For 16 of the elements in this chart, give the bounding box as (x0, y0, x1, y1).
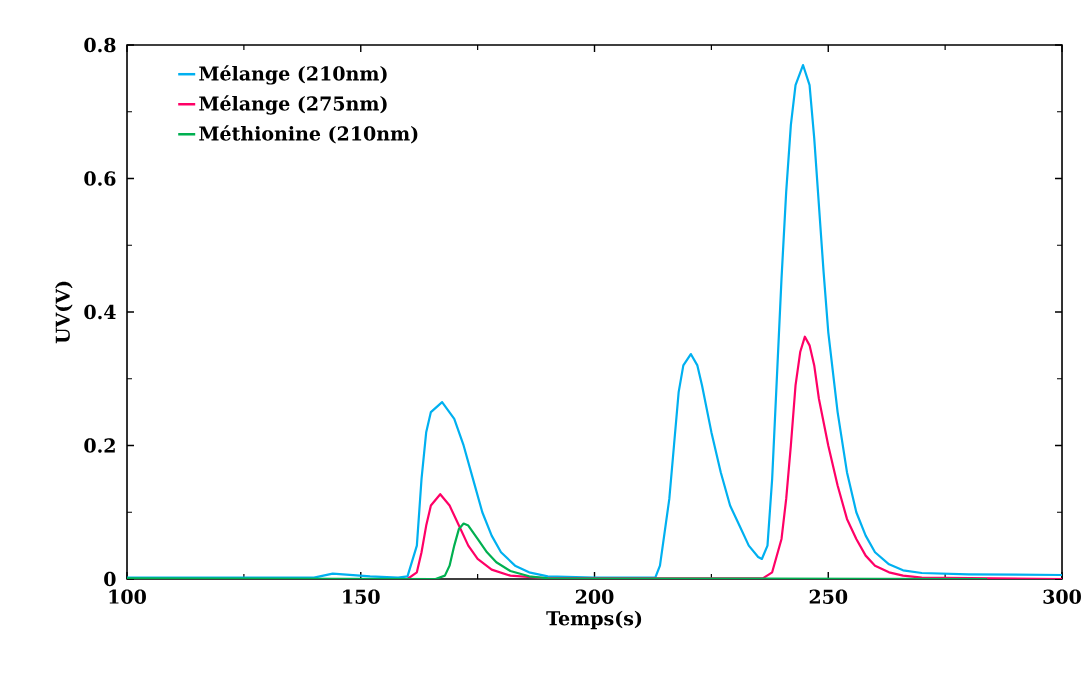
y-tick-label: 0.6 (84, 171, 116, 186)
y-axis-title: UV(V) (55, 281, 73, 344)
x-tick-label: 200 (575, 589, 614, 604)
x-axis-title: Temps(s) (546, 610, 642, 630)
y-tick-label: 0.4 (84, 304, 116, 320)
line-series (127, 522, 989, 579)
x-tick-label: 100 (109, 589, 146, 604)
y-tick-label: 0 (104, 571, 116, 587)
x-tick-label: 250 (809, 589, 848, 604)
x-tick-label: 150 (343, 589, 380, 604)
x-tick-label: 300 (1043, 589, 1081, 604)
legend-label: Mélange (275nm) (199, 95, 387, 115)
legend-label: Méthionine (210nm) (199, 125, 418, 144)
y-tick-label: 0.8 (84, 37, 116, 53)
y-tick-label: 0.2 (84, 438, 115, 453)
legend-label: Mélange (210nm) (199, 65, 387, 85)
